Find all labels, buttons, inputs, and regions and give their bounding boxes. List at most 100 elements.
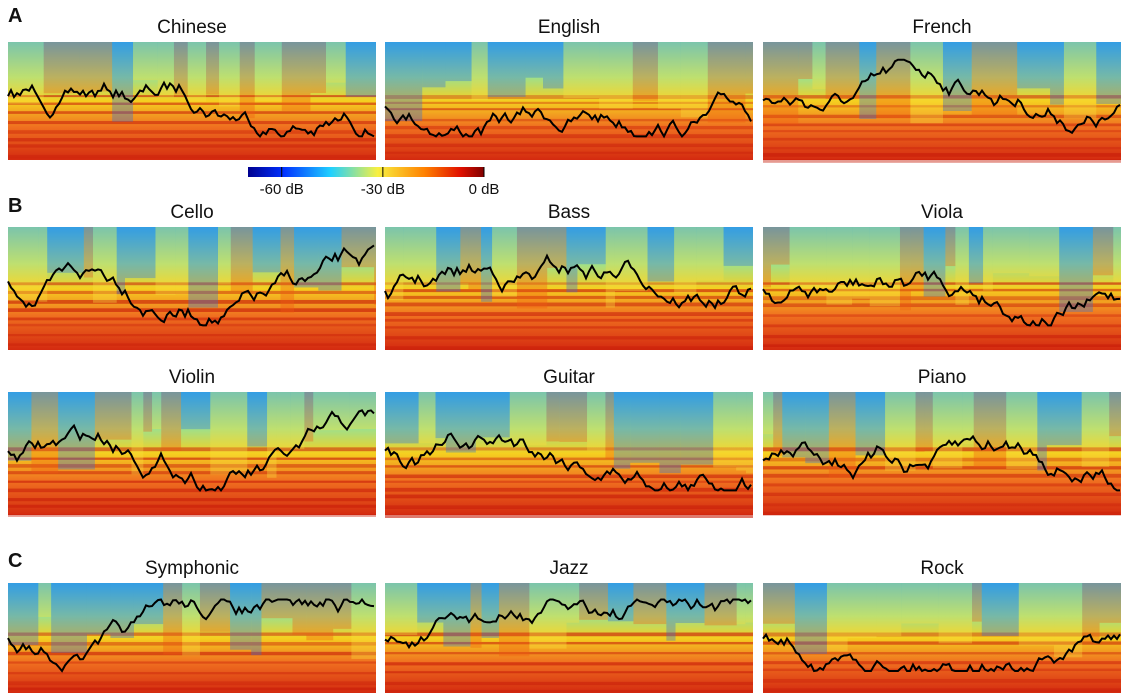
segment <box>44 42 79 93</box>
spectrogram <box>763 227 1121 350</box>
harmonic <box>385 336 753 339</box>
segment <box>737 583 746 624</box>
segment <box>559 392 587 442</box>
harmonic <box>385 690 753 693</box>
harmonic <box>8 481 376 483</box>
segment <box>1006 392 1037 469</box>
segment <box>805 392 829 463</box>
segment <box>713 392 736 467</box>
segment <box>924 227 946 297</box>
segment <box>133 42 158 80</box>
segment <box>746 392 753 473</box>
segment <box>724 227 753 266</box>
segment <box>681 42 708 117</box>
segment <box>1100 583 1121 623</box>
colorbar <box>248 167 484 177</box>
segment <box>900 227 911 310</box>
spectrogram <box>8 42 376 160</box>
harmonic <box>8 489 376 493</box>
segment <box>773 392 782 456</box>
segment <box>605 392 613 459</box>
spectrogram <box>8 227 376 350</box>
segment <box>206 42 219 95</box>
segment <box>1054 583 1082 657</box>
segment <box>745 42 753 94</box>
segment <box>240 42 255 118</box>
harmonic <box>763 503 1121 506</box>
segment <box>763 42 798 124</box>
segment <box>969 227 983 283</box>
harmonic <box>763 314 1121 317</box>
harmonic <box>763 138 1121 141</box>
segment <box>481 227 492 302</box>
harmonic <box>385 312 753 316</box>
segment <box>736 392 746 470</box>
segment <box>587 392 605 450</box>
segment <box>674 227 696 293</box>
segment <box>482 583 499 638</box>
segment <box>188 42 206 102</box>
segment <box>306 583 333 640</box>
segment <box>546 392 559 441</box>
harmonic <box>8 505 376 508</box>
panel-title: French <box>912 17 971 38</box>
segment <box>517 227 547 308</box>
segment <box>218 227 231 285</box>
segment <box>529 583 566 649</box>
segment <box>1047 392 1082 445</box>
harmonic <box>8 324 376 327</box>
panel-title: Cello <box>170 202 213 223</box>
segment <box>666 583 675 641</box>
segment <box>31 392 58 473</box>
segment <box>181 392 210 429</box>
harmonic <box>385 682 753 685</box>
harmonic <box>385 515 753 518</box>
segment <box>417 583 443 623</box>
segment <box>255 42 282 101</box>
harmonic <box>763 661 1121 664</box>
harmonic <box>763 324 1121 327</box>
harmonic <box>385 126 753 129</box>
segment <box>93 227 117 303</box>
segment <box>161 392 181 451</box>
harmonic <box>8 688 376 691</box>
segment <box>876 583 901 636</box>
harmonic <box>385 642 753 644</box>
spectrogram <box>385 42 753 160</box>
segment <box>763 583 795 624</box>
spectrogram <box>385 392 753 518</box>
harmonic <box>385 633 753 637</box>
harmonic <box>763 679 1121 683</box>
segment <box>230 583 251 650</box>
harmonic <box>763 153 1121 157</box>
segment <box>419 392 436 443</box>
harmonic <box>385 652 753 654</box>
segment <box>310 42 326 93</box>
segment <box>251 583 261 655</box>
segment <box>422 42 445 87</box>
segment <box>446 392 476 453</box>
segment <box>95 392 132 440</box>
harmonic <box>8 155 376 159</box>
segment <box>436 227 460 291</box>
segment <box>939 583 972 643</box>
spectrogram <box>385 583 753 693</box>
segment <box>117 227 125 294</box>
panel-title: Rock <box>920 558 964 579</box>
segment <box>443 583 470 647</box>
harmonic <box>763 344 1121 347</box>
segment <box>385 583 417 635</box>
harmonic <box>8 130 376 134</box>
segment <box>247 392 267 447</box>
segment <box>826 42 860 99</box>
segment <box>599 42 633 109</box>
segment <box>763 227 771 287</box>
segment <box>870 227 900 306</box>
segment <box>972 42 990 117</box>
segment <box>403 227 436 282</box>
segment <box>110 583 134 638</box>
segment <box>276 392 290 448</box>
segment <box>708 42 746 123</box>
panel-title: English <box>538 17 600 38</box>
segment <box>267 392 276 478</box>
